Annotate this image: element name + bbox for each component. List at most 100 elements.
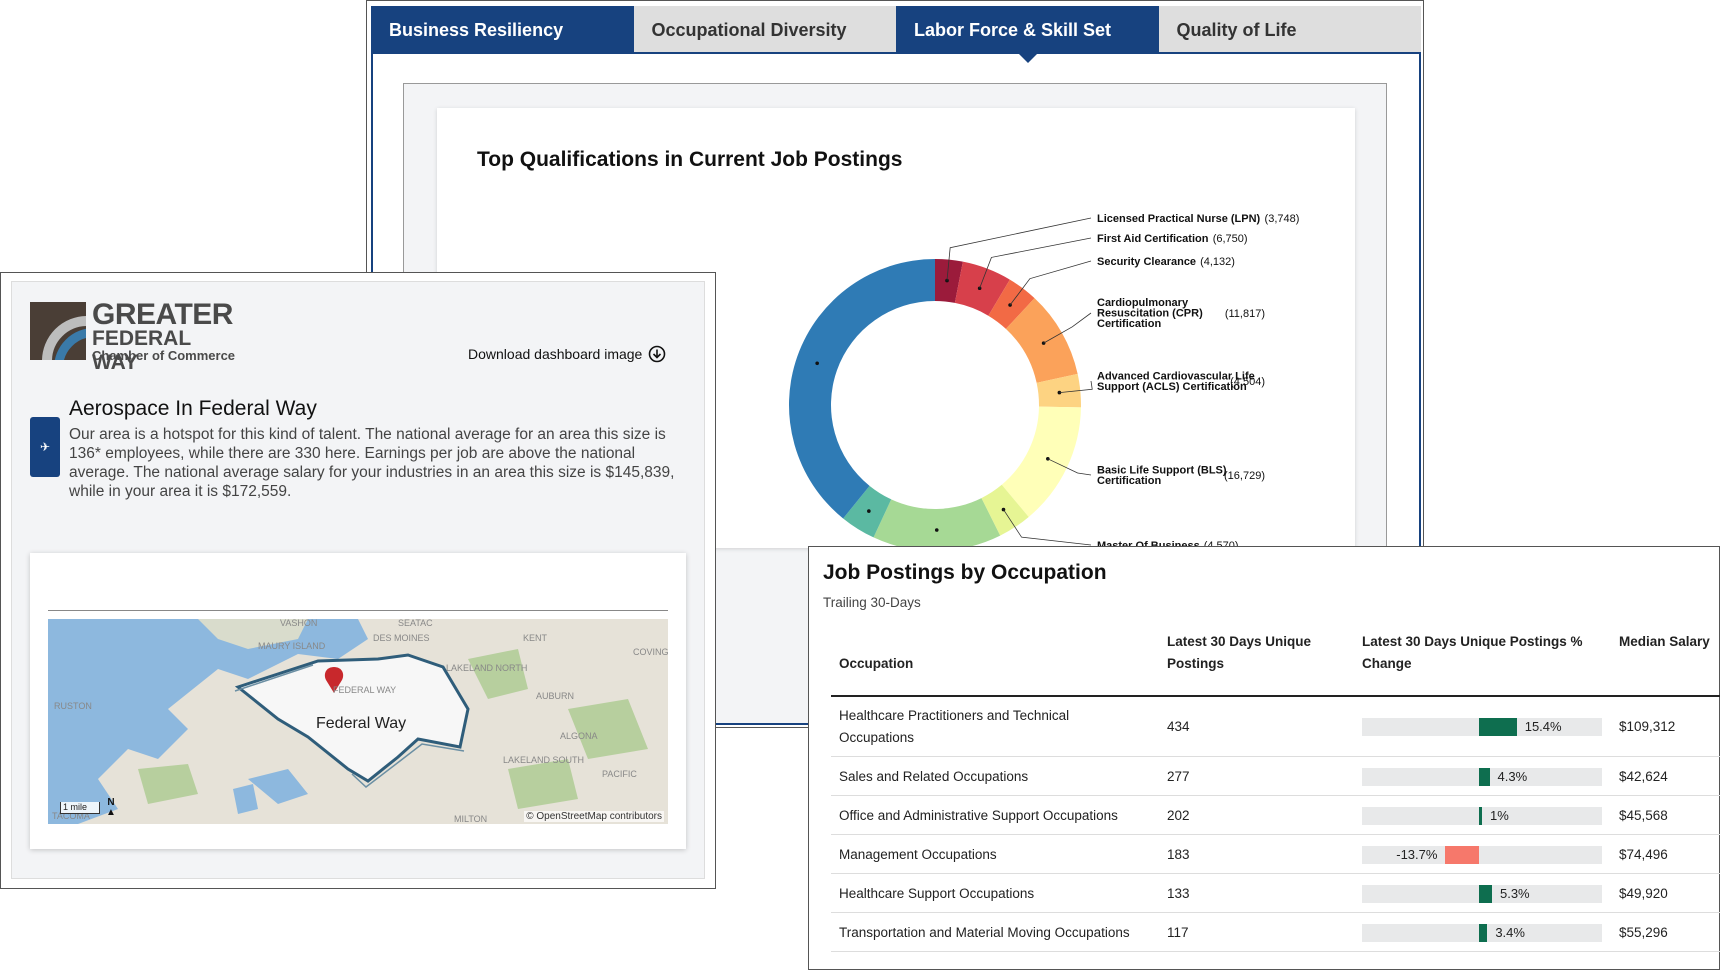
change-bar: 4.3% (1362, 767, 1602, 786)
donut-label: Basic Life Support (BLS) Certification (1097, 465, 1227, 488)
donut-label: First Aid Certification (1097, 233, 1209, 245)
donut-leader-line (1043, 312, 1092, 344)
change-bar: 3.4% (1362, 923, 1602, 942)
donut-slice[interactable] (789, 259, 935, 519)
postings-cell: 202 (1167, 807, 1190, 823)
salary-cell: $55,296 (1619, 924, 1668, 940)
donut-leader-line (1009, 260, 1092, 306)
svg-text:VASHON: VASHON (280, 619, 317, 628)
occupation-cell: Healthcare Practitioners and Technical O… (839, 708, 1070, 745)
industry-title: Aerospace In Federal Way (69, 397, 317, 420)
change-bar-fill (1479, 884, 1492, 903)
donut-label: Licensed Practical Nurse (LPN) (1097, 213, 1261, 225)
table-row[interactable]: Management Occupations 183 -13.7% $74,496 (831, 835, 1720, 874)
postings-cell: 277 (1167, 768, 1190, 784)
col-header-occupation[interactable]: Occupation (839, 656, 914, 671)
tab-business-resiliency[interactable]: Business Resiliency (371, 6, 634, 52)
salary-cell: $74,496 (1619, 846, 1668, 862)
donut-label: Cardiopulmonary Resuscitation (CPR) Certif… (1097, 297, 1203, 330)
table-row[interactable]: Office and Administrative Support Occupa… (831, 796, 1720, 835)
download-label: Download dashboard image (468, 346, 643, 362)
north-arrow-icon: N ▲ (106, 797, 116, 818)
map-card: VASHON SEATAC DES MOINES MAURY ISLAND KE… (30, 553, 686, 849)
donut-leader-line (1003, 509, 1092, 546)
svg-text:LAKELAND SOUTH: LAKELAND SOUTH (503, 755, 584, 765)
change-bar-fill (1479, 923, 1488, 942)
donut-leader-line (979, 237, 1092, 289)
map-divider (48, 610, 668, 611)
table-row[interactable]: Healthcare Support Occupations 133 5.3% $49… (831, 874, 1720, 913)
svg-text:MAURY ISLAND: MAURY ISLAND (258, 641, 326, 651)
industry-description: Our area is a hotspot for this kind of t… (69, 426, 675, 500)
map-scale-bar: 1 mile (60, 802, 100, 814)
postings-cell: 434 (1167, 719, 1190, 734)
donut-leader-line (1047, 458, 1092, 476)
tab-occupational-diversity[interactable]: Occupational Diversity (633, 6, 896, 52)
change-bar: 1% (1362, 806, 1602, 825)
table-row[interactable]: Healthcare Practitioners and Technical O… (831, 697, 1720, 757)
chamber-panel: GREATER FEDERAL WAY Chamber of Commerce … (11, 281, 705, 879)
donut-value-label: (16,729) (1224, 470, 1265, 482)
donut-value-label: (6,750) (1213, 233, 1248, 245)
col-header-salary[interactable]: Median Salary (1619, 634, 1710, 649)
change-label: 1% (1490, 807, 1509, 823)
svg-text:ALGONA: ALGONA (560, 731, 598, 741)
donut-slice[interactable] (1036, 373, 1081, 408)
tab-strip: Business Resiliency Occupational Diversi… (371, 6, 1421, 52)
tab-quality-of-life[interactable]: Quality of Life (1158, 6, 1421, 52)
donut-value-label: (4,504) (1230, 376, 1265, 388)
table-row[interactable]: Transportation and Material Moving Occup… (831, 913, 1720, 952)
svg-text:LAKELAND NORTH: LAKELAND NORTH (446, 663, 527, 673)
chamber-window: GREATER FEDERAL WAY Chamber of Commerce … (0, 272, 716, 889)
change-bar: -13.7% (1362, 845, 1602, 864)
table-header-divider (831, 695, 1720, 697)
donut-leader-dot (1041, 341, 1046, 345)
tab-labor-force-skill-set[interactable]: Labor Force & Skill Set (896, 6, 1159, 52)
qualifications-title: Top Qualifications in Current Job Postin… (477, 148, 903, 171)
donut-slice[interactable] (935, 259, 963, 303)
download-dashboard-button[interactable]: Download dashboard image (468, 345, 666, 363)
change-bar: 15.4% (1362, 718, 1602, 736)
job-postings-window: Job Postings by Occupation Trailing 30-D… (808, 546, 1720, 970)
svg-text:KENT: KENT (523, 633, 548, 643)
donut-value-label: (4,132) (1200, 256, 1235, 268)
donut-label: Security Clearance (1097, 256, 1196, 268)
donut-slice[interactable] (873, 498, 1001, 552)
postings-cell: 117 (1167, 924, 1189, 940)
donut-leader-dot (867, 509, 871, 513)
donut-slice[interactable] (1001, 406, 1081, 517)
salary-cell: $45,568 (1619, 807, 1668, 823)
occupation-cell: Office and Administrative Support Occupa… (839, 807, 1118, 823)
donut-label: Advanced Cardiovascular Life Support (ACL… (1097, 371, 1255, 394)
col-header-change[interactable]: Latest 30 Days Unique Postings % Change (1362, 634, 1583, 671)
change-bar-fill (1479, 718, 1517, 736)
donut-slice[interactable] (1005, 298, 1078, 383)
logo-line1: GREATER (92, 298, 233, 331)
change-bar-fill (1445, 845, 1479, 864)
salary-cell: $109,312 (1619, 719, 1676, 734)
table-row[interactable]: Sales and Related Occupations 277 4.3% $42,… (831, 757, 1720, 796)
postings-cell: 133 (1167, 885, 1190, 901)
logo-mark-icon (30, 302, 86, 360)
svg-text:FEDERAL WAY: FEDERAL WAY (333, 685, 396, 695)
occupation-cell: Sales and Related Occupations (839, 768, 1029, 784)
donut-leader-dot (815, 361, 819, 366)
donut-leader-line (1059, 380, 1093, 393)
change-bar: 5.3% (1362, 884, 1602, 903)
donut-leader-dot (1057, 390, 1062, 395)
download-icon (649, 345, 666, 363)
donut-slice[interactable] (954, 261, 1010, 316)
logo-line2: FEDERAL WAY (92, 327, 191, 374)
postings-cell: 183 (1167, 846, 1190, 862)
col-header-postings[interactable]: Latest 30 Days Unique Postings (1167, 634, 1312, 671)
map-canvas: VASHON SEATAC DES MOINES MAURY ISLAND KE… (48, 619, 668, 824)
salary-cell: $49,920 (1619, 885, 1668, 901)
change-bar-fill (1479, 767, 1490, 786)
occupation-cell: Transportation and Material Moving Occup… (839, 924, 1130, 940)
airplane-icon[interactable]: ✈ (30, 417, 60, 477)
donut-leader-dot (1046, 456, 1050, 461)
qualifications-donut-chart: Licensed Practical Nurse (LPN) (3,748) Fir… (789, 213, 1299, 552)
region-map[interactable]: VASHON SEATAC DES MOINES MAURY ISLAND KE… (48, 619, 668, 824)
change-label: 5.3% (1499, 885, 1530, 901)
change-label: -13.7% (1396, 846, 1438, 862)
